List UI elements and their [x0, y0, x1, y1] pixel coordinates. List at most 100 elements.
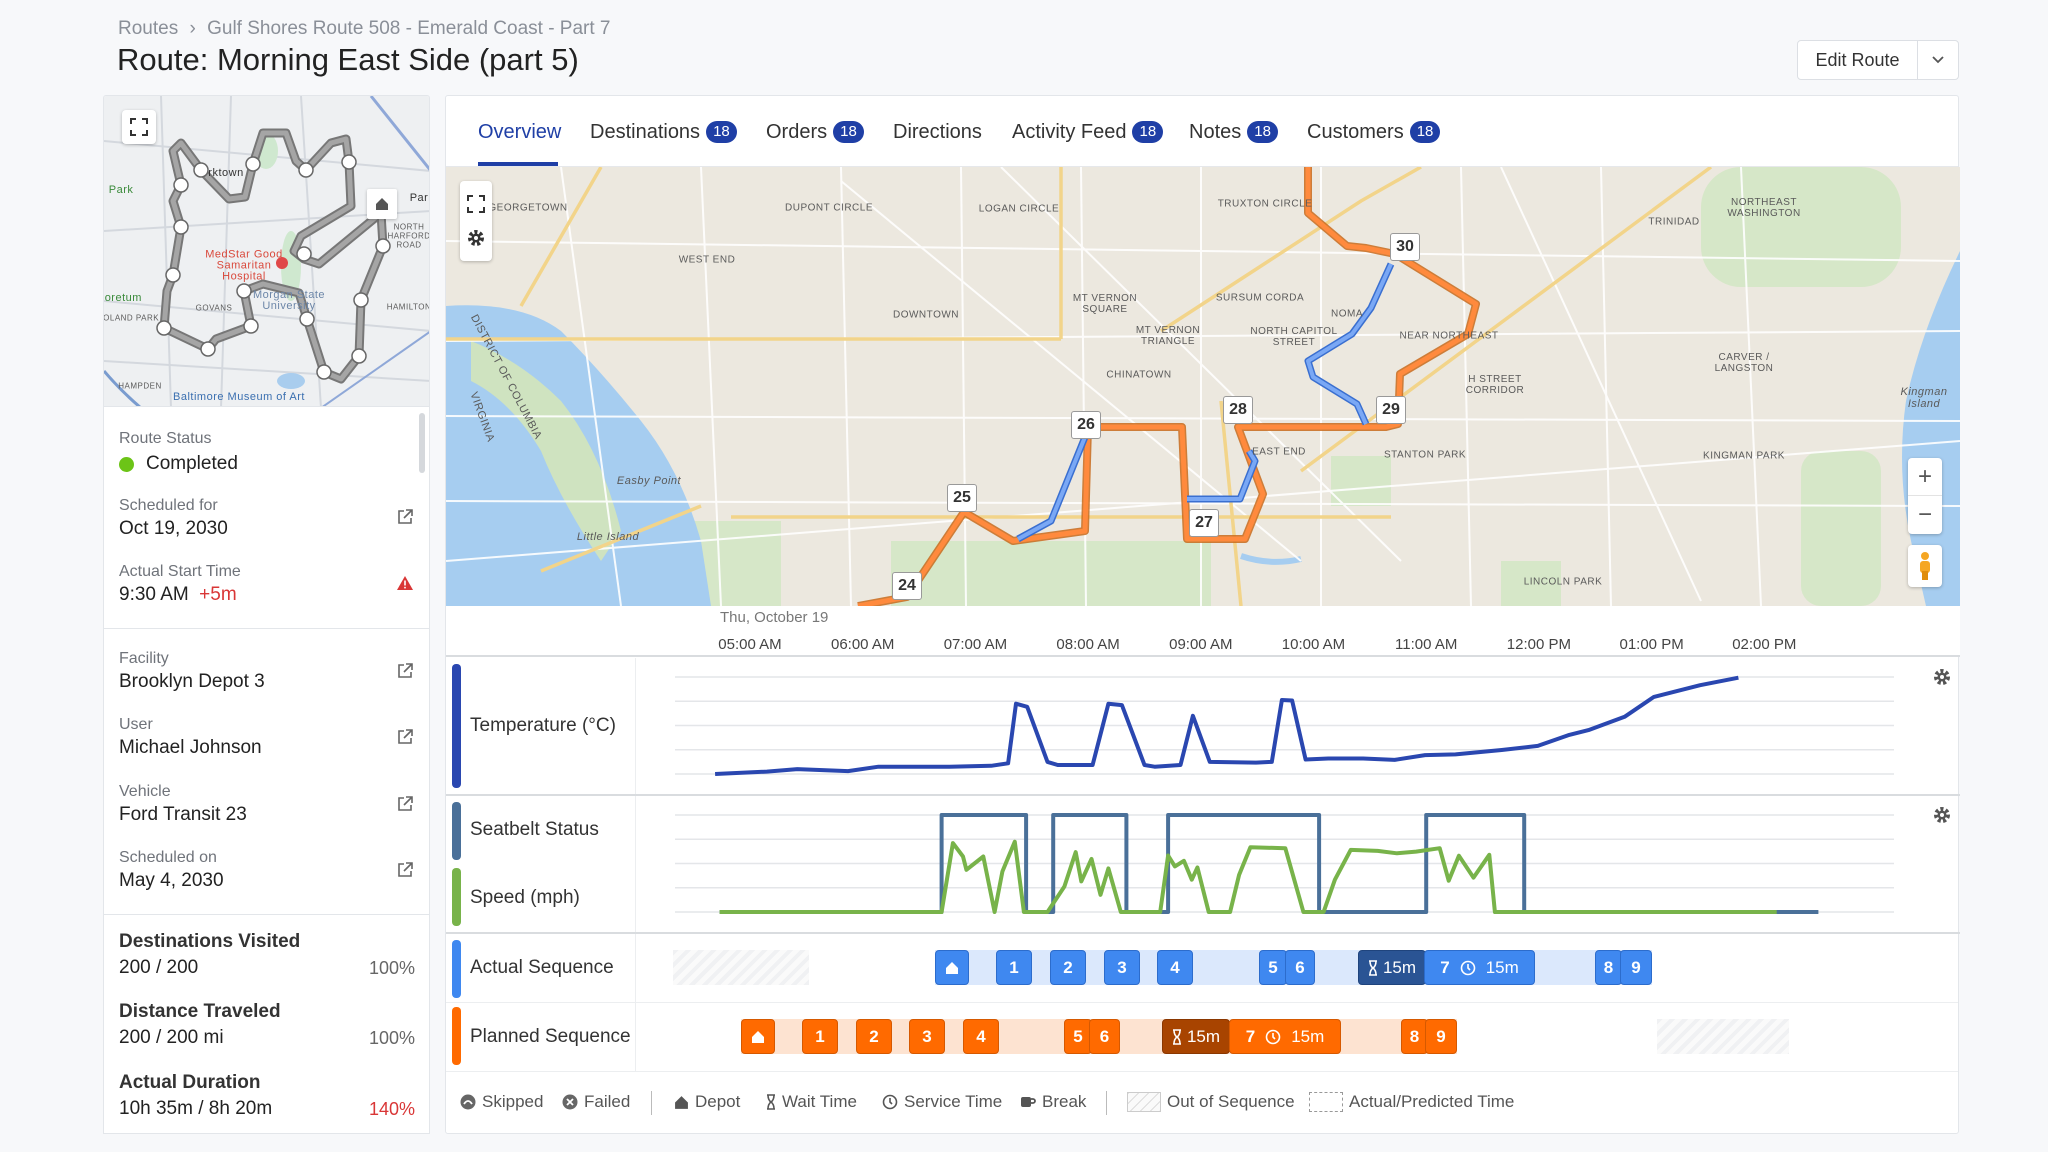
time-tick-label: 01:00 PM	[1619, 636, 1684, 653]
gear-icon[interactable]	[1932, 667, 1952, 687]
legend-break: Break	[1020, 1092, 1086, 1112]
divider	[104, 628, 429, 629]
actual-stop-chip[interactable]: 3	[1104, 950, 1140, 985]
info-scrollbar[interactable]	[419, 413, 425, 473]
actual-wait-chip[interactable]: 15m	[1358, 950, 1426, 985]
tab-overview[interactable]: Overview	[478, 118, 561, 146]
out-of-sequence-region	[673, 950, 809, 985]
breadcrumb-routes-link[interactable]: Routes	[118, 18, 179, 39]
dashed-swatch	[1309, 1092, 1343, 1112]
actual-stop-chip[interactable]: 6	[1285, 950, 1315, 985]
destinations-visited-percent: 100%	[368, 958, 415, 978]
count-badge: 18	[1247, 121, 1278, 143]
timeline-header	[446, 606, 1960, 657]
map-label: NORTH HARFORD ROAD	[387, 222, 430, 250]
planned-color-bar	[452, 1007, 461, 1065]
external-link-icon[interactable]	[396, 508, 414, 526]
scheduled-on-label: Scheduled on	[119, 849, 217, 866]
route-status: Completed	[119, 453, 238, 475]
tab-activity-feed[interactable]: Activity Feed 18	[1012, 118, 1164, 146]
stop-marker-26[interactable]: 26	[1071, 411, 1101, 439]
breadcrumb-current[interactable]: Gulf Shores Route 508 - Emerald Coast - …	[207, 18, 611, 39]
time-tick-label: 09:00 AM	[1169, 636, 1233, 653]
stop-marker-28[interactable]: 28	[1223, 396, 1253, 424]
planned-stop-chip[interactable]: 8	[1401, 1019, 1428, 1054]
planned-stop-chip[interactable]: 2	[856, 1019, 892, 1054]
actual-stop-chip[interactable]: 8	[1595, 950, 1622, 985]
edit-route-button[interactable]: Edit Route	[1798, 41, 1918, 79]
overview-minimap[interactable]: rktown d Park MedStar Good Samaritan Hos…	[103, 95, 430, 407]
planned-stop-chip[interactable]: 4	[963, 1019, 999, 1054]
route-status-value: Completed	[146, 453, 238, 474]
actual-stop-7-chip[interactable]: 7 15m	[1424, 950, 1535, 985]
stop-marker-25[interactable]: 25	[947, 484, 977, 512]
row-divider	[446, 794, 1960, 796]
facility-value: Brooklyn Depot 3	[119, 671, 265, 692]
map-controls	[460, 181, 492, 261]
count-badge: 18	[706, 121, 737, 143]
active-tab-indicator	[478, 162, 558, 166]
service-duration: 15m	[1485, 957, 1519, 977]
map-label: d Park	[104, 184, 134, 196]
stop-marker-30[interactable]: 30	[1390, 233, 1420, 261]
map-label: CHINATOWN	[1106, 369, 1172, 381]
gear-icon[interactable]	[1932, 805, 1952, 825]
actual-stop-chip[interactable]: 4	[1157, 950, 1193, 985]
map-label: boretum	[104, 292, 142, 304]
external-link-icon[interactable]	[396, 728, 414, 746]
home-icon	[946, 961, 958, 974]
map-label: Kingman Island	[1900, 386, 1948, 410]
external-link-icon[interactable]	[396, 662, 414, 680]
fullscreen-icon[interactable]	[466, 194, 486, 214]
tab-notes[interactable]: Notes 18	[1189, 118, 1278, 146]
tab-directions[interactable]: Directions	[893, 118, 982, 146]
temperature-line	[715, 675, 1739, 776]
street-view-pegman[interactable]	[1908, 545, 1942, 587]
minimap-canvas	[104, 96, 429, 406]
clock-icon	[1460, 960, 1475, 975]
tab-customers[interactable]: Customers 18	[1307, 118, 1441, 146]
planned-wait-chip[interactable]: 15m	[1162, 1019, 1230, 1054]
actual-stop-chip[interactable]: 2	[1050, 950, 1086, 985]
hourglass-icon	[1172, 1028, 1181, 1045]
planned-stop-chip[interactable]: 5	[1064, 1019, 1092, 1054]
planned-stop-chip[interactable]: 3	[909, 1019, 945, 1054]
zoom-out-button[interactable]: −	[1917, 501, 1932, 528]
time-tick-label: 11:00 AM	[1395, 636, 1458, 653]
planned-stop-7-chip[interactable]: 7 15m	[1229, 1019, 1341, 1054]
actual-stop-chip[interactable]: 5	[1259, 950, 1287, 985]
temperature-color-bar	[452, 664, 461, 788]
destinations-visited-value: 200 / 200	[119, 957, 199, 978]
route-map[interactable]: GEORGETOWN DUPONT CIRCLE LOGAN CIRCLE TR…	[446, 167, 1960, 606]
hatch-swatch	[1127, 1092, 1161, 1112]
stop-marker-27[interactable]: 27	[1189, 509, 1219, 537]
external-link-icon[interactable]	[396, 861, 414, 879]
external-link-icon[interactable]	[396, 795, 414, 813]
tab-orders[interactable]: Orders 18	[766, 118, 864, 146]
actual-depot-chip[interactable]	[935, 950, 969, 985]
actual-stop-chip[interactable]: 1	[996, 950, 1032, 985]
tab-label: Overview	[478, 120, 562, 143]
minimap-fullscreen-button[interactable]	[122, 110, 156, 144]
map-label: EAST END	[1252, 446, 1306, 458]
planned-stop-chip[interactable]: 9	[1425, 1019, 1457, 1054]
map-label: Park	[409, 192, 429, 204]
tab-label: Orders	[766, 120, 828, 143]
time-tick-label: 12:00 PM	[1506, 636, 1571, 653]
map-label: NEAR NORTHEAST	[1399, 330, 1499, 342]
actual-stop-chip[interactable]: 9	[1620, 950, 1652, 985]
depot-marker[interactable]	[367, 189, 397, 219]
planned-stop-chip[interactable]: 1	[802, 1019, 838, 1054]
stop-marker-29[interactable]: 29	[1376, 396, 1406, 424]
start-delay-badge: +5m	[199, 584, 237, 605]
planned-stop-chip[interactable]: 6	[1089, 1019, 1120, 1054]
gear-icon[interactable]	[466, 228, 486, 248]
map-label: Morgan State University	[252, 289, 326, 312]
edit-route-dropdown-button[interactable]	[1918, 41, 1958, 79]
stop-marker-24[interactable]: 24	[892, 572, 922, 600]
tab-label: Activity Feed	[1012, 120, 1127, 143]
zoom-in-button[interactable]: +	[1908, 458, 1942, 496]
planned-depot-chip[interactable]	[741, 1019, 775, 1054]
map-label: HAMPDEN	[118, 381, 162, 391]
tab-destinations[interactable]: Destinations 18	[590, 118, 737, 146]
